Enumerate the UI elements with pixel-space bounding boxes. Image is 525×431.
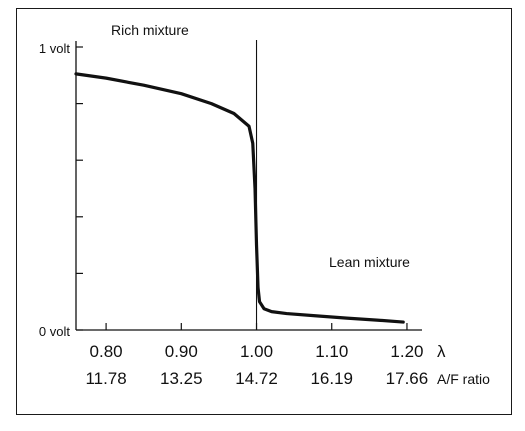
af-ratio-tick-label: 13.25 bbox=[160, 369, 203, 388]
chart-frame bbox=[16, 8, 512, 415]
x-tick-label: 0.80 bbox=[90, 342, 123, 361]
x-tick-label: 1.00 bbox=[240, 342, 273, 361]
af-ratio-tick-label: 11.78 bbox=[85, 369, 126, 388]
x-tick-label: 0.90 bbox=[165, 342, 198, 361]
af-ratio-axis-label: A/F ratio bbox=[437, 371, 490, 387]
lean-mixture-label: Lean mixture bbox=[329, 254, 410, 270]
x-tick-label: 1.10 bbox=[315, 342, 348, 361]
y-tick-label: 0 volt bbox=[39, 324, 70, 339]
x-tick-label: 1.20 bbox=[390, 342, 423, 361]
sensor-voltage-curve bbox=[74, 72, 405, 324]
y-tick-label: 1 volt bbox=[39, 41, 70, 56]
rich-mixture-label: Rich mixture bbox=[111, 22, 189, 38]
af-ratio-tick-label: 16.19 bbox=[310, 369, 353, 388]
lambda-axis-label: λ bbox=[437, 342, 446, 361]
af-ratio-tick-label: 14.72 bbox=[235, 369, 278, 388]
af-ratio-tick-label: 17.66 bbox=[386, 369, 429, 388]
